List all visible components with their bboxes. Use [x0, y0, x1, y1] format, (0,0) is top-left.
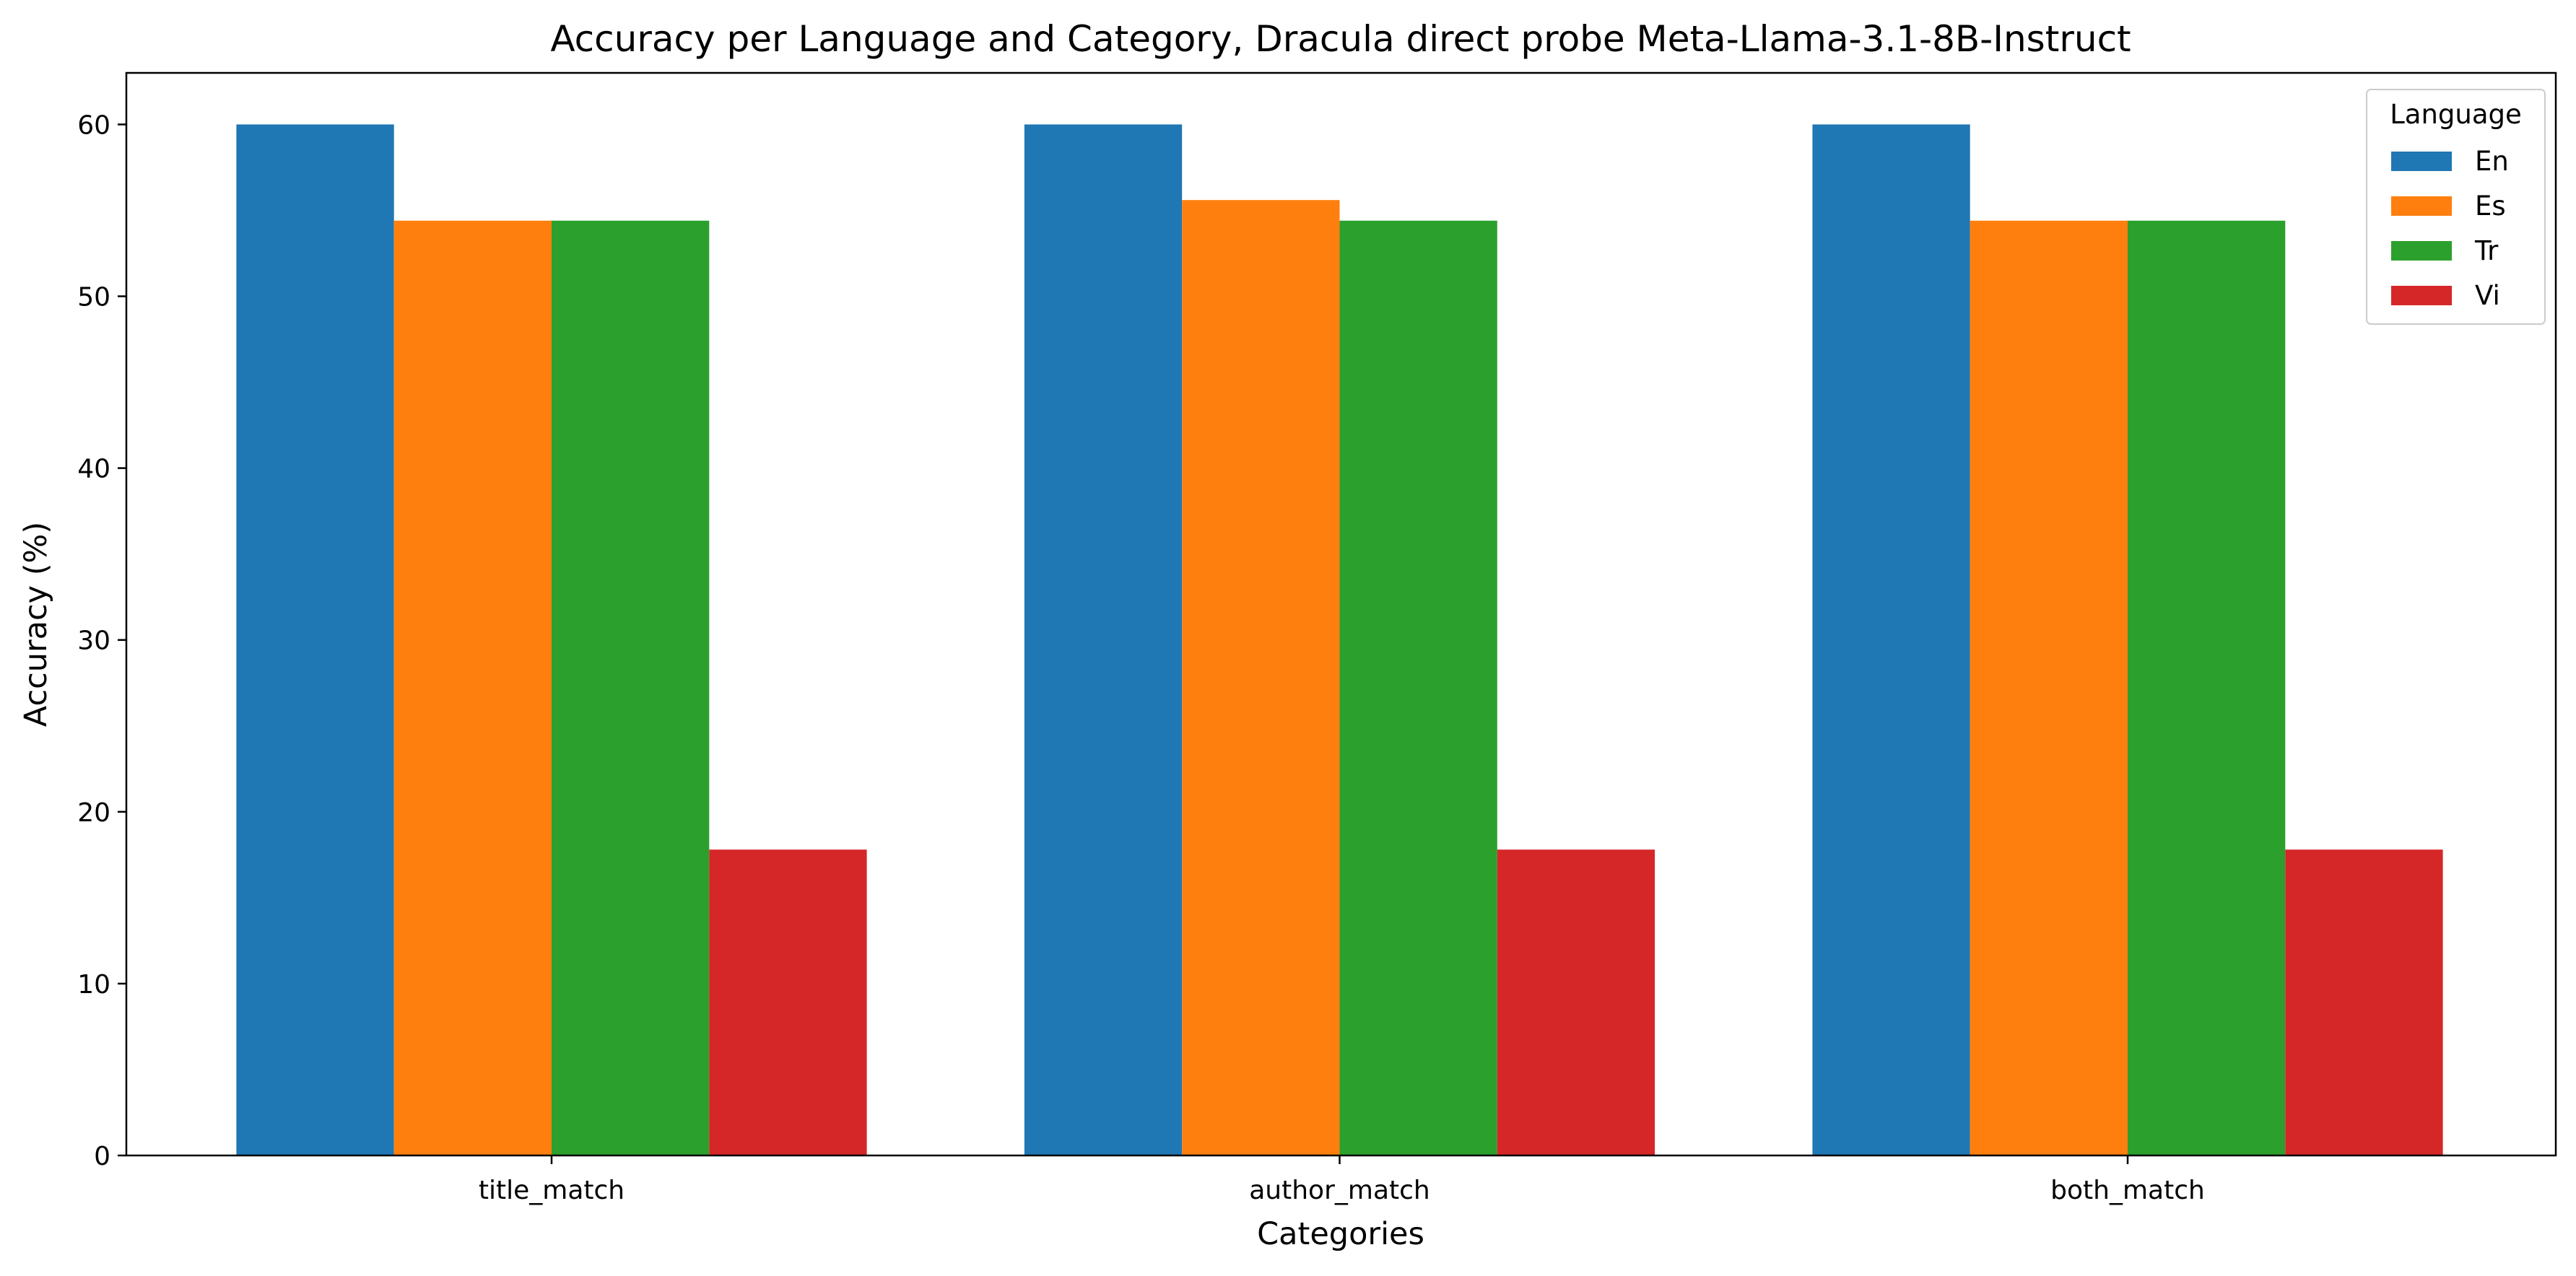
legend-swatch-vi	[2391, 286, 2452, 305]
bar-es-title_match	[393, 220, 552, 1155]
legend-label-en: En	[2475, 146, 2509, 177]
legend-box	[2366, 89, 2546, 325]
x-axis-label: Categories	[1257, 1216, 1424, 1252]
plot-area: 0 10 20 30 40 50 60 title_match author_match bot…	[77, 71, 2557, 1205]
y-tick-label: 50	[77, 283, 110, 313]
bar-es-both_match	[1970, 220, 2128, 1155]
y-axis-label: Accuracy (%)	[18, 522, 54, 727]
y-tick-label: 60	[77, 110, 110, 140]
legend-label-vi: Vi	[2475, 280, 2500, 311]
y-tick-label: 30	[77, 626, 110, 656]
y-tick-label: 40	[77, 455, 110, 484]
chart-title: Accuracy per Language and Category, Drac…	[550, 18, 2131, 60]
x-tick-label: author_match	[1249, 1176, 1430, 1205]
legend-label-es: Es	[2475, 191, 2506, 222]
legend-swatch-es	[2391, 196, 2452, 216]
bar-en-title_match	[236, 124, 394, 1155]
legend-title: Language	[2390, 99, 2522, 130]
bar-en-author_match	[1024, 124, 1183, 1155]
y-axis-ticks: 0 10 20 30 40 50 60	[77, 110, 126, 1171]
legend: Language En Es Tr Vi	[2366, 89, 2546, 325]
bar-es-author_match	[1182, 200, 1340, 1156]
legend-swatch-en	[2391, 152, 2452, 171]
x-axis-ticks: title_match author_match both_match	[479, 1155, 2205, 1205]
y-tick-label: 10	[77, 970, 110, 1000]
plot-frame	[125, 71, 2557, 1157]
legend-swatch-tr	[2391, 241, 2452, 261]
bar-vi-both_match	[2285, 849, 2443, 1155]
x-tick-label: title_match	[479, 1176, 625, 1205]
y-tick-label: 0	[94, 1142, 110, 1171]
x-tick-label: both_match	[2050, 1176, 2205, 1205]
bars-group	[236, 124, 2443, 1156]
bar-tr-author_match	[1339, 220, 1497, 1155]
bar-vi-author_match	[1497, 849, 1655, 1155]
bar-tr-both_match	[2128, 220, 2286, 1155]
bar-vi-title_match	[709, 849, 867, 1155]
bar-tr-title_match	[552, 220, 710, 1155]
y-tick-label: 20	[77, 798, 110, 828]
bar-en-both_match	[1812, 124, 1970, 1155]
legend-label-tr: Tr	[2474, 235, 2499, 266]
